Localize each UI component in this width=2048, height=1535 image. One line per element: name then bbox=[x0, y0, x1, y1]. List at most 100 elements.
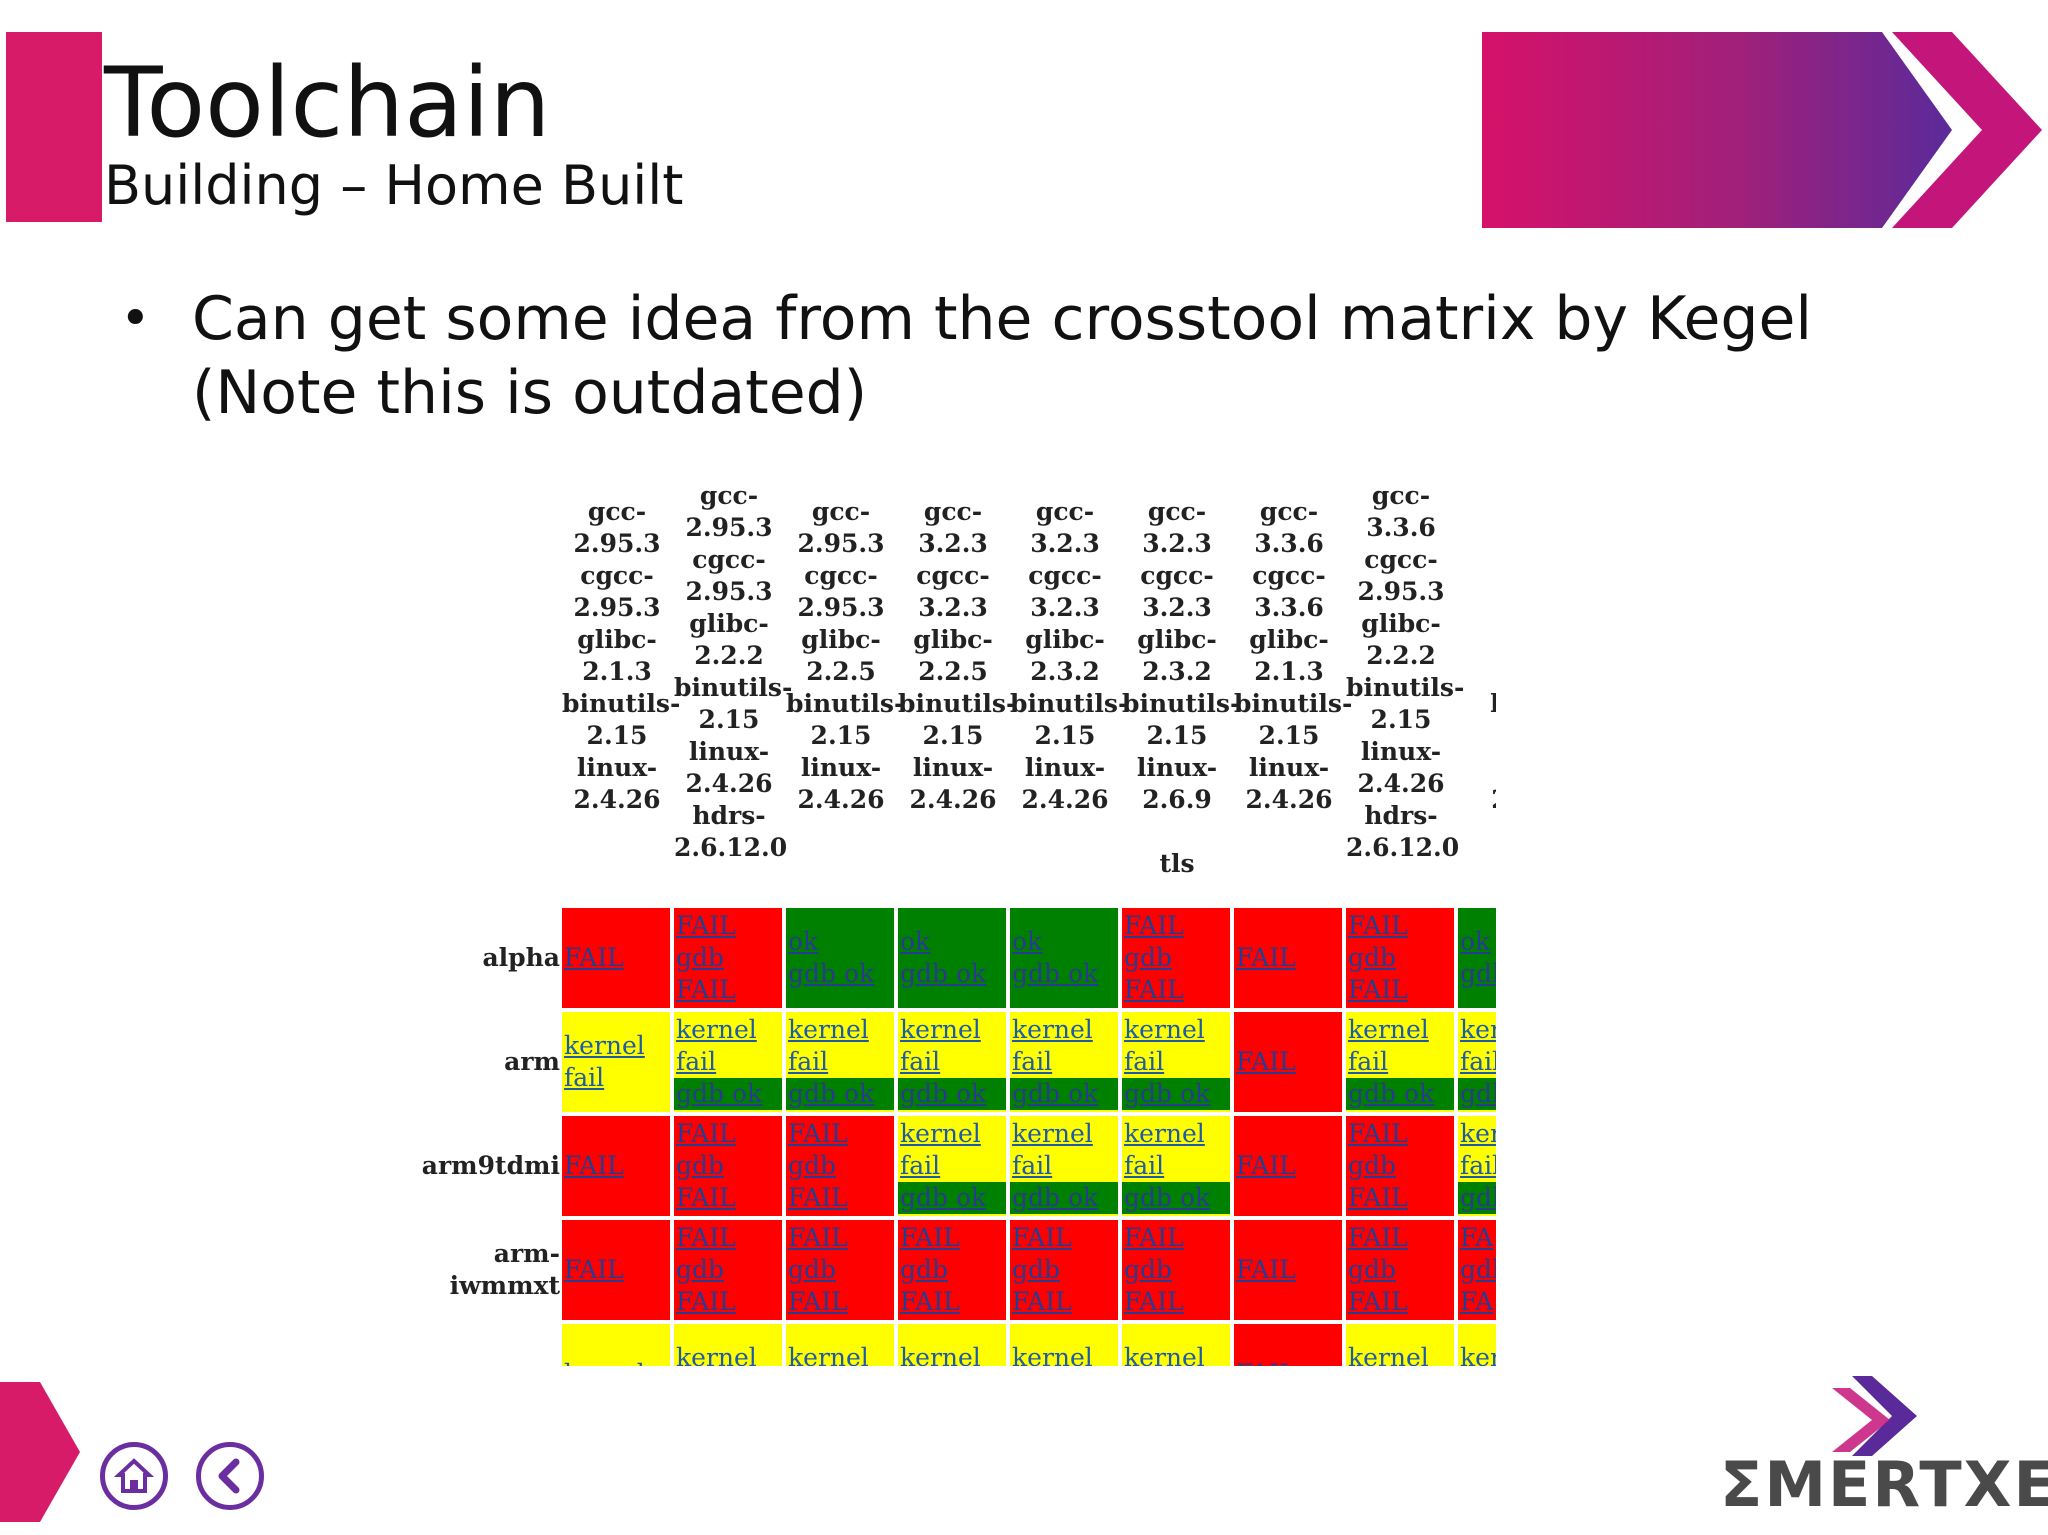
cell-result-link[interactable]: FAIL bbox=[1012, 1223, 1072, 1252]
cell-result-link[interactable]: gdb ok bbox=[1122, 1182, 1230, 1214]
cell-result-link[interactable]: kernel bbox=[1124, 1343, 1205, 1366]
cell-result-link[interactable]: gdb ok bbox=[1346, 1078, 1454, 1110]
cell-result-link[interactable]: FAIL bbox=[1124, 975, 1184, 1004]
cell-result-link[interactable]: FAIL bbox=[676, 911, 736, 940]
cell-result-link[interactable]: gdb ok bbox=[1010, 1078, 1118, 1110]
cell-result-link[interactable]: FAIL bbox=[788, 1223, 848, 1252]
cell-result-link[interactable]: gdb bbox=[788, 1151, 837, 1180]
cell-result-link[interactable]: ok bbox=[1460, 927, 1491, 956]
cell-result-link[interactable]: fail bbox=[788, 1047, 829, 1076]
cell-result-link[interactable]: fail bbox=[676, 1047, 717, 1076]
cell-result-link[interactable]: fail bbox=[1348, 1047, 1389, 1076]
cell-result-link[interactable]: kernel bbox=[1012, 1015, 1093, 1044]
cell-result-link[interactable]: gdb bbox=[676, 1151, 725, 1180]
cell-result-link[interactable]: gdb ok bbox=[898, 1078, 1006, 1110]
cell-result-link[interactable]: FAIL bbox=[564, 943, 624, 972]
cell-result-link[interactable]: FAIL bbox=[1236, 1151, 1296, 1180]
cell-result-link[interactable]: kernel bbox=[900, 1119, 981, 1148]
cell-result-link[interactable]: fail bbox=[900, 1047, 941, 1076]
cell-result-link[interactable]: gdb ok bbox=[898, 1182, 1006, 1214]
cell-result-link[interactable]: FAIL bbox=[1348, 1183, 1408, 1212]
cell-result-link[interactable]: ok bbox=[900, 927, 931, 956]
cell-result-link[interactable]: FAIL bbox=[564, 1151, 624, 1180]
cell-result-link[interactable]: FAIL bbox=[676, 975, 736, 1004]
cell-result-link[interactable]: kernel bbox=[1012, 1119, 1093, 1148]
cell-result-link[interactable]: FAIL bbox=[788, 1183, 848, 1212]
cell-result-link[interactable]: ok bbox=[1012, 927, 1043, 956]
cell-result-link[interactable]: FAIL bbox=[788, 1287, 848, 1316]
cell-result-link[interactable]: kernel bbox=[788, 1343, 869, 1366]
cell-result-link[interactable]: FAIL bbox=[564, 1255, 624, 1284]
cell-result-link[interactable]: kernel bbox=[788, 1015, 869, 1044]
back-button[interactable] bbox=[196, 1442, 264, 1510]
cell-result-link[interactable]: fail bbox=[1460, 1151, 1496, 1180]
cell-result-link[interactable]: gdb bbox=[900, 1255, 949, 1284]
cell-result-link[interactable]: gdb bbox=[676, 1255, 725, 1284]
cell-result-link[interactable]: gdb ok bbox=[1010, 1182, 1118, 1214]
cell-result-link[interactable]: FAIL bbox=[1124, 1223, 1184, 1252]
cell-result-link[interactable]: FAIL bbox=[788, 1119, 848, 1148]
cell-result-link[interactable]: FAIL bbox=[1348, 1287, 1408, 1316]
cell-result-link[interactable]: gdb bbox=[1124, 943, 1173, 972]
cell-result-link[interactable]: gdb bbox=[1460, 1255, 1496, 1284]
cell-result-link[interactable]: gdb ok bbox=[1122, 1078, 1230, 1110]
cell-result-link[interactable]: FA bbox=[1460, 1287, 1494, 1316]
cell-result-link[interactable]: fail bbox=[564, 1063, 605, 1092]
cell-result-link[interactable]: gdb bbox=[1012, 1255, 1061, 1284]
cell-result-link[interactable]: gdb bbox=[1458, 1078, 1496, 1110]
cell-result-link[interactable]: FAIL bbox=[1124, 1287, 1184, 1316]
cell-result-link[interactable]: kernel bbox=[676, 1015, 757, 1044]
cell-result-link[interactable]: gdb ok bbox=[788, 959, 875, 988]
cell-result-link[interactable]: kernel bbox=[1348, 1343, 1429, 1366]
cell-result-link[interactable]: fail bbox=[1460, 1047, 1496, 1076]
cell-result-link[interactable]: FAIL bbox=[676, 1223, 736, 1252]
cell-result-link[interactable]: FAIL bbox=[676, 1119, 736, 1148]
cell-result-link[interactable]: FAIL bbox=[1012, 1287, 1072, 1316]
cell-result-link[interactable]: FAIL bbox=[1234, 1358, 1342, 1366]
cell-result-link[interactable]: kernel bbox=[562, 1358, 670, 1366]
cell-result-link[interactable]: gdb bbox=[788, 1255, 837, 1284]
cell-result-link[interactable]: fail bbox=[900, 1151, 941, 1180]
cell-result-link[interactable]: fail bbox=[1012, 1151, 1053, 1180]
cell-result-link[interactable]: gdb ok bbox=[674, 1078, 782, 1110]
cell-result-link[interactable]: FAIL bbox=[676, 1287, 736, 1316]
cell-result-link[interactable]: gdb bbox=[676, 943, 725, 972]
cell-result-link[interactable]: ker bbox=[1460, 1119, 1496, 1148]
cell-result-link[interactable]: gdb ok bbox=[786, 1078, 894, 1110]
cell-result-link[interactable]: kernel bbox=[1012, 1343, 1093, 1366]
cell-result-link[interactable]: FAIL bbox=[900, 1287, 960, 1316]
cell-result-link[interactable]: gdb ok bbox=[900, 959, 987, 988]
cell-result-link[interactable]: kernel bbox=[1124, 1015, 1205, 1044]
cell-result-link[interactable]: FAIL bbox=[1124, 911, 1184, 940]
cell-result-link[interactable]: gdb bbox=[1124, 1255, 1173, 1284]
home-button[interactable] bbox=[100, 1442, 168, 1510]
cell-result-link[interactable]: kernel bbox=[900, 1343, 981, 1366]
cell-result-link[interactable]: gdb bbox=[1348, 943, 1397, 972]
cell-result-link[interactable]: FAIL bbox=[1348, 1223, 1408, 1252]
cell-result-link[interactable]: FAIL bbox=[900, 1223, 960, 1252]
cell-result-link[interactable]: ker bbox=[1460, 1015, 1496, 1044]
cell-result-link[interactable]: gdb bbox=[1460, 959, 1496, 988]
cell-result-link[interactable]: kernel bbox=[564, 1031, 645, 1060]
cell-result-link[interactable]: gdb bbox=[1348, 1255, 1397, 1284]
cell-result-link[interactable]: FAIL bbox=[1236, 943, 1296, 972]
cell-result-link[interactable]: FAIL bbox=[1236, 1255, 1296, 1284]
cell-result-link[interactable]: kernel bbox=[1124, 1119, 1205, 1148]
cell-result-link[interactable]: kernel bbox=[1348, 1015, 1429, 1044]
cell-result-link[interactable]: gdb ok bbox=[1012, 959, 1099, 988]
cell-result-link[interactable]: FAIL bbox=[1348, 1119, 1408, 1148]
cell-result-link[interactable]: ker bbox=[1460, 1343, 1496, 1366]
cell-result-link[interactable]: kernel bbox=[676, 1343, 757, 1366]
cell-result-link[interactable]: FAIL bbox=[1348, 975, 1408, 1004]
cell-result-link[interactable]: fail bbox=[1124, 1047, 1165, 1076]
cell-result-link[interactable]: FAIL bbox=[1348, 911, 1408, 940]
cell-result-link[interactable]: fail bbox=[1012, 1047, 1053, 1076]
cell-result-link[interactable]: FAIL bbox=[676, 1183, 736, 1212]
cell-result-link[interactable]: gdb bbox=[1458, 1182, 1496, 1214]
cell-result-link[interactable]: gdb bbox=[1348, 1151, 1397, 1180]
cell-result-link[interactable]: ok bbox=[788, 927, 819, 956]
cell-result-link[interactable]: FAIL bbox=[1236, 1047, 1296, 1076]
cell-result-link[interactable]: kernel bbox=[900, 1015, 981, 1044]
cell-result-link[interactable]: FA bbox=[1460, 1223, 1494, 1252]
cell-result-link[interactable]: fail bbox=[1124, 1151, 1165, 1180]
